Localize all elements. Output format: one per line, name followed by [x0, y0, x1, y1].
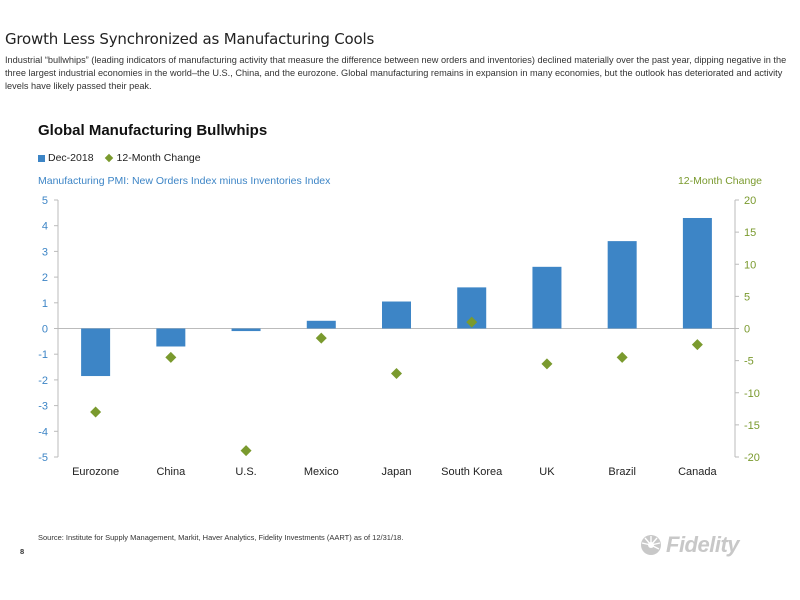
marker-brazil: [616, 351, 628, 363]
legend-item-bars: Dec-2018: [38, 152, 94, 164]
marker-japan: [391, 367, 402, 379]
logo-text: Fidelity: [666, 532, 740, 557]
category-label: China: [156, 466, 186, 478]
right-tick-label: -10: [744, 388, 760, 400]
category-label: Brazil: [608, 466, 636, 478]
left-tick-label: 5: [42, 195, 48, 207]
left-tick-label: -3: [38, 401, 48, 413]
bar-u-s-: [231, 328, 261, 332]
bar-uk: [532, 266, 562, 329]
right-axis-title: 12-Month Change: [677, 175, 762, 187]
page-number: 8: [20, 547, 25, 556]
right-tick-label: -20: [744, 452, 760, 464]
category-label: Mexico: [304, 466, 339, 478]
bar-brazil: [607, 241, 637, 329]
marker-south-korea: [466, 316, 478, 328]
left-tick-label: -1: [38, 349, 48, 361]
right-tick-label: 5: [744, 291, 750, 303]
category-label: Japan: [382, 466, 412, 478]
marker-eurozone: [90, 406, 102, 418]
category-label: U.S.: [235, 466, 256, 478]
bar-eurozone: [81, 328, 111, 377]
bullwhip-chart: 543210-1-2-3-4-520151050-5-10-15-20Euroz…: [38, 195, 760, 478]
left-tick-label: 0: [42, 324, 48, 336]
left-tick-label: 4: [42, 221, 48, 233]
chart-legend: Dec-2018 12-Month Change: [38, 152, 201, 164]
source-note: Source: Institute for Supply Management,…: [38, 533, 404, 542]
left-tick-label: 1: [42, 298, 48, 310]
chart-title: Global Manufacturing Bullwhips: [38, 122, 268, 139]
marker-uk: [541, 358, 553, 370]
left-tick-label: -5: [38, 452, 48, 464]
legend-item-markers: 12-Month Change: [104, 152, 201, 164]
left-tick-label: -2: [38, 375, 48, 387]
left-tick-label: 3: [42, 246, 48, 258]
right-tick-label: -15: [744, 420, 760, 432]
right-tick-label: 20: [744, 195, 756, 207]
category-label: South Korea: [441, 466, 503, 478]
slide-description: Industrial “bullwhips” (leading indicato…: [5, 55, 787, 91]
right-tick-label: -5: [744, 356, 754, 368]
legend-label-bars: Dec-2018: [48, 152, 94, 164]
right-tick-label: 10: [744, 259, 756, 271]
category-label: UK: [539, 466, 555, 478]
bar-china: [156, 328, 186, 347]
legend-label-markers: 12-Month Change: [116, 152, 201, 164]
marker-mexico: [315, 332, 327, 344]
slide-title: Growth Less Synchronized as Manufacturin…: [5, 30, 375, 48]
marker-u-s-: [240, 445, 252, 457]
bar-japan: [382, 301, 411, 329]
bar-mexico: [306, 320, 336, 329]
left-axis-title: Manufacturing PMI: New Orders Index minu…: [38, 175, 331, 187]
category-label: Canada: [678, 466, 717, 478]
legend-bar-swatch: [38, 154, 45, 162]
left-tick-label: -4: [38, 426, 48, 438]
bar-canada: [682, 217, 712, 329]
right-tick-label: 0: [744, 324, 750, 336]
left-tick-label: 2: [42, 272, 48, 284]
marker-china: [165, 351, 177, 363]
category-label: Eurozone: [72, 466, 119, 478]
right-tick-label: 15: [744, 227, 756, 239]
marker-canada: [691, 339, 703, 351]
fidelity-logo: Fidelity: [640, 532, 740, 558]
legend-diamond-swatch: [104, 153, 113, 163]
fidelity-sunburst-logo-icon: [641, 535, 661, 555]
